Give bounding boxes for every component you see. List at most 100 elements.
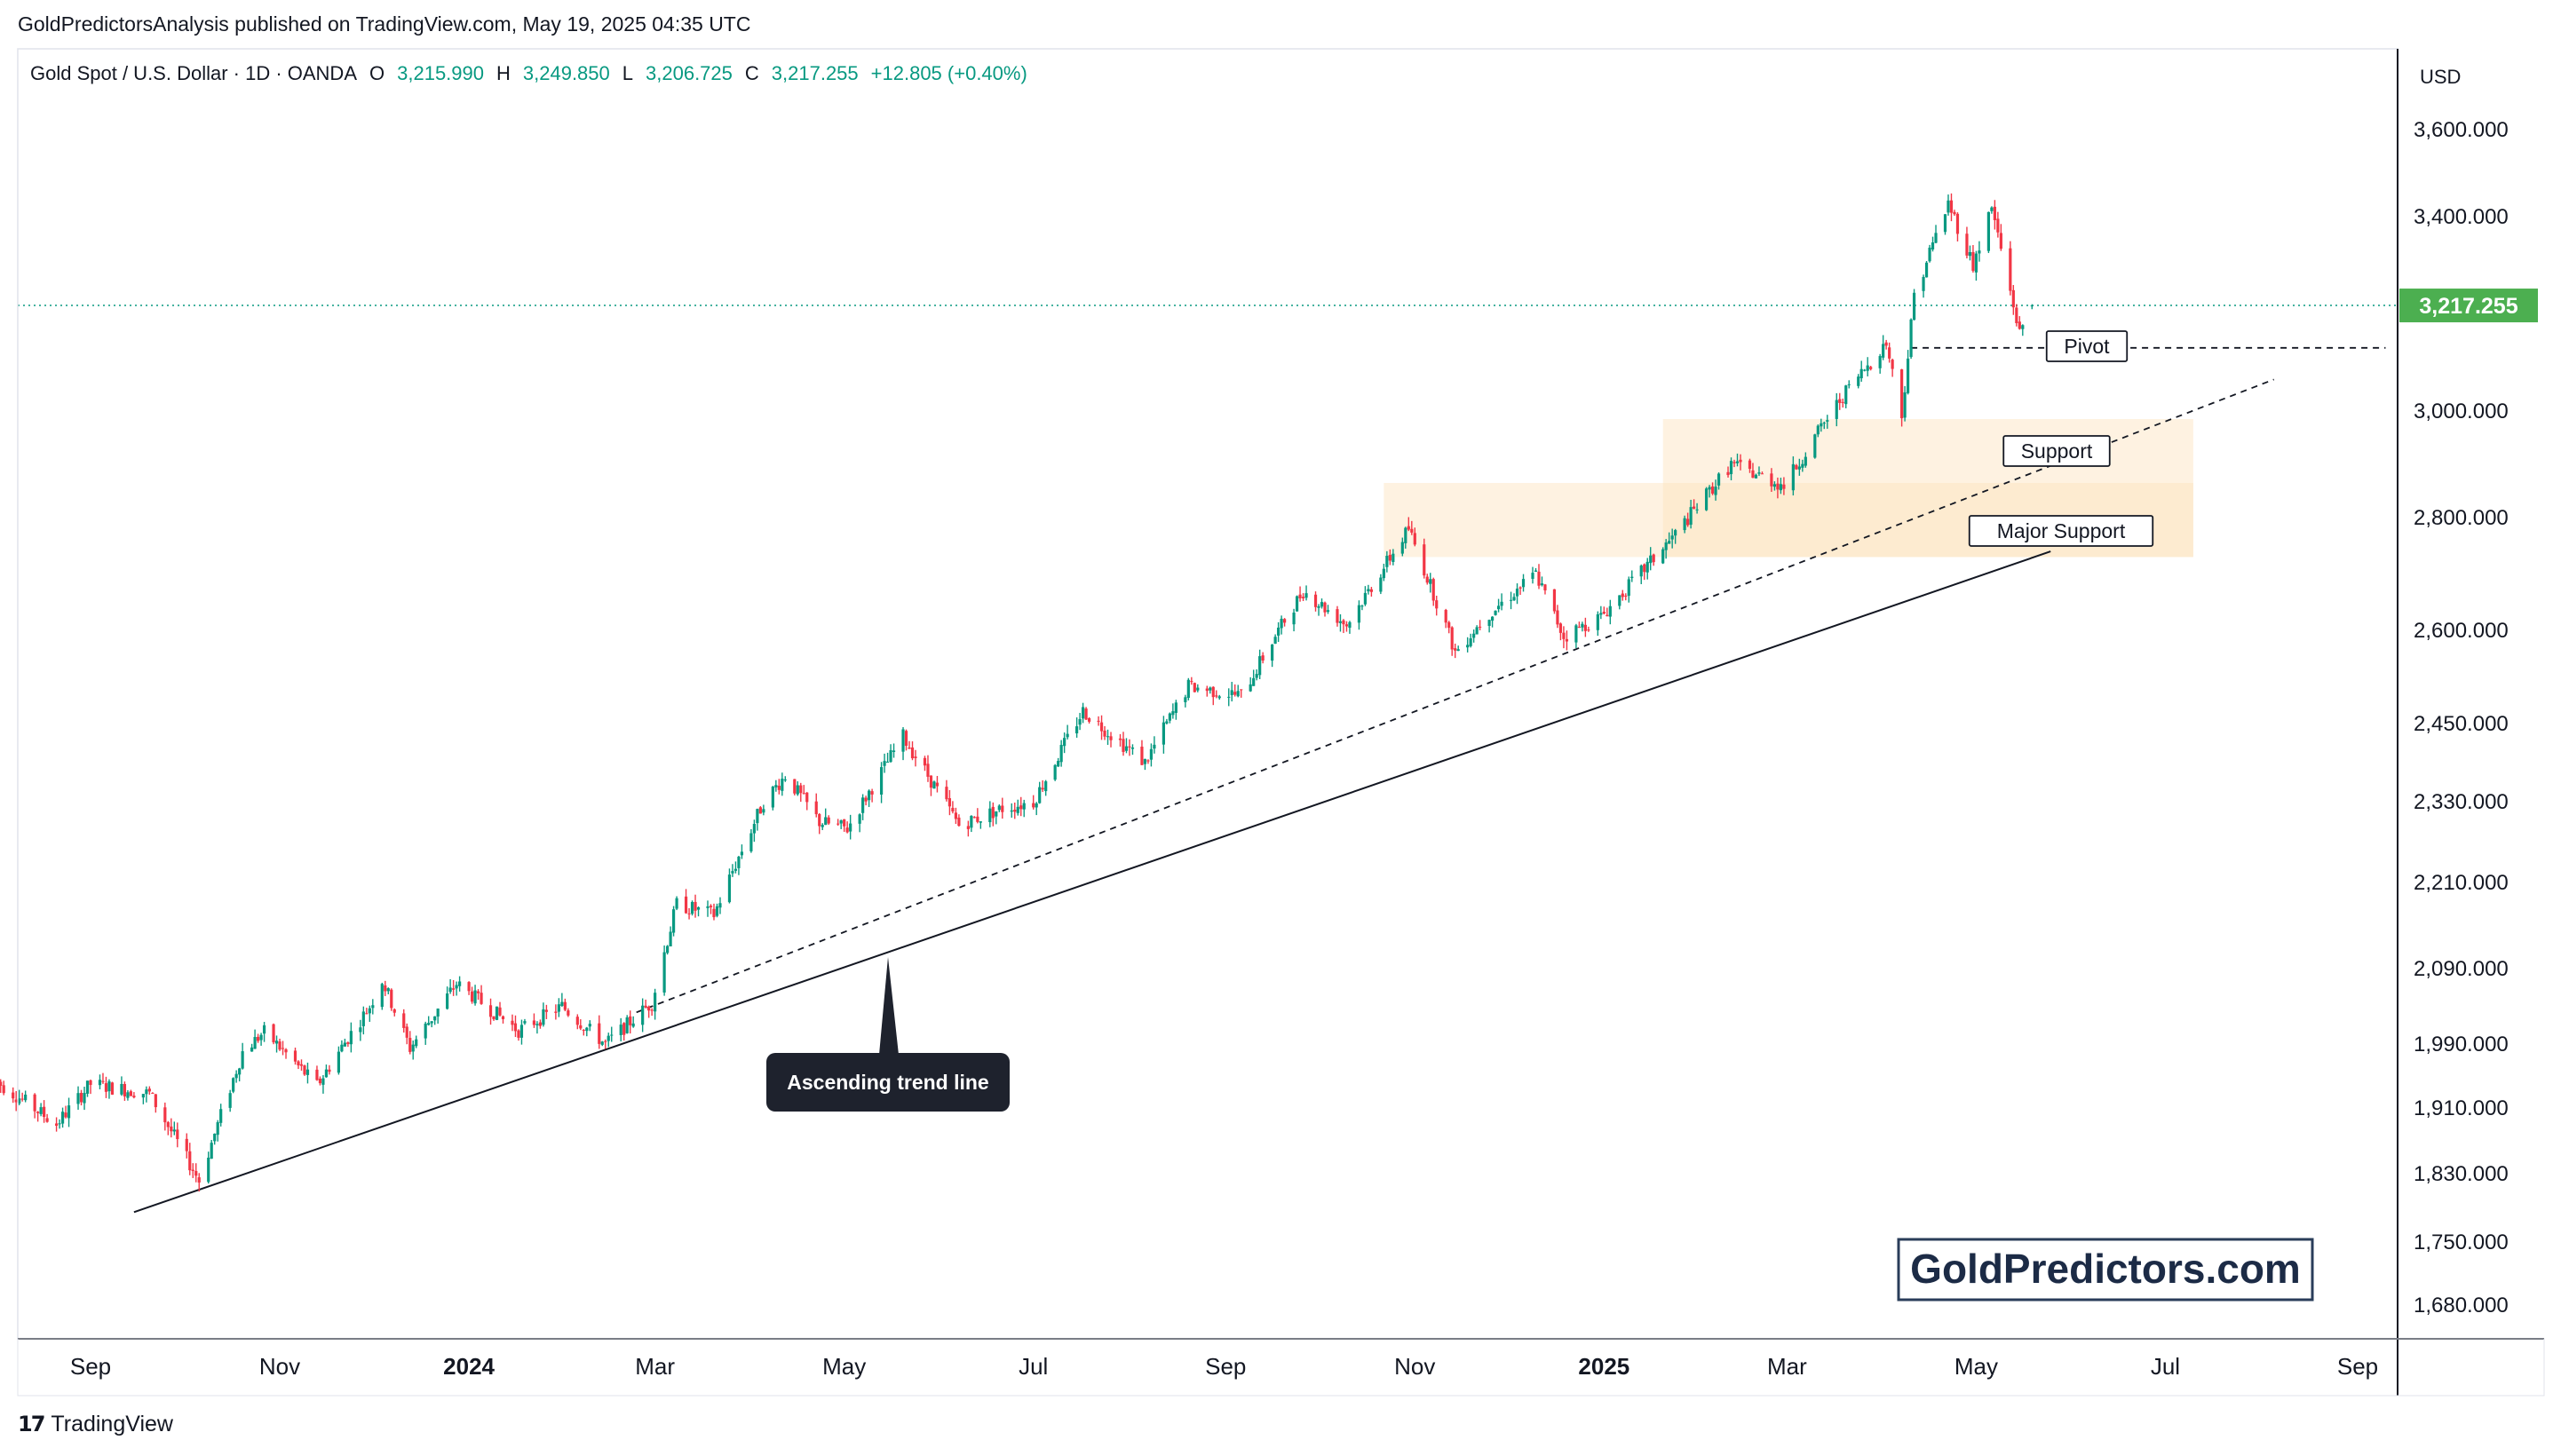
candle	[1435, 595, 1439, 616]
candle-body	[1149, 748, 1154, 760]
candle-body	[1531, 573, 1534, 579]
candle	[129, 1089, 133, 1096]
candle-body	[107, 1081, 111, 1092]
candle	[1317, 604, 1320, 616]
candle-body	[1953, 211, 1956, 215]
candle-body	[346, 1042, 350, 1044]
candle	[1382, 563, 1385, 582]
candle	[1760, 471, 1764, 475]
candle-body	[995, 811, 998, 817]
candle	[1599, 605, 1603, 620]
candle-body	[1450, 627, 1454, 650]
candle	[18, 1089, 21, 1105]
candle	[392, 1008, 396, 1017]
candle-body	[433, 1016, 437, 1021]
candle	[1252, 669, 1256, 686]
candle-body	[1686, 518, 1690, 526]
candle-body	[1087, 717, 1091, 722]
candle	[845, 821, 849, 834]
candle	[1649, 547, 1653, 571]
candle	[1469, 633, 1472, 648]
candle-body	[563, 1001, 567, 1010]
candle-body	[752, 824, 756, 834]
candle	[274, 1035, 279, 1053]
candle-body	[324, 1069, 329, 1078]
candle	[1233, 684, 1237, 697]
candle	[166, 1120, 170, 1136]
candle	[151, 1092, 155, 1095]
candle	[1367, 584, 1370, 595]
x-tick-label: Sep	[70, 1353, 111, 1380]
ohlc-high: H 3,249.850	[496, 62, 610, 84]
candle-body	[932, 781, 936, 789]
candle	[554, 1004, 558, 1020]
candle-body	[1326, 610, 1330, 613]
candle	[1537, 564, 1541, 590]
candle	[870, 788, 874, 803]
candle	[1515, 583, 1519, 605]
candle	[1153, 736, 1156, 754]
candle-body	[1233, 692, 1237, 695]
y-tick-label: 3,000.000	[2414, 400, 2509, 423]
candle-body	[709, 906, 713, 907]
candle-body	[1211, 686, 1215, 698]
candle-body	[328, 1069, 331, 1072]
candle	[805, 792, 809, 811]
candle-body	[79, 1092, 83, 1103]
candle-body	[870, 791, 874, 795]
candle-body	[1512, 597, 1516, 601]
candle	[411, 1041, 415, 1060]
candle	[696, 906, 701, 917]
candle	[684, 889, 688, 914]
candle	[1596, 611, 1599, 637]
candle-body	[1912, 292, 1916, 320]
candle-body	[923, 757, 927, 766]
major-support-label: Major Support	[1968, 515, 2154, 547]
candle-body	[954, 812, 958, 819]
candle-body	[544, 1009, 548, 1012]
candle-body	[343, 1042, 346, 1047]
dashed-trend-line	[636, 378, 2275, 1014]
candle-body	[24, 1094, 28, 1101]
candle	[1974, 250, 1978, 281]
candle-body	[470, 991, 474, 1002]
candle-body	[1425, 576, 1429, 583]
candle	[318, 1076, 322, 1086]
callout-text: Ascending trend line	[787, 1071, 988, 1094]
symbol-name[interactable]: Gold Spot / U.S. Dollar · 1D · OANDA	[30, 62, 357, 84]
candle-body	[361, 1011, 365, 1026]
candle	[1035, 802, 1038, 816]
candle-body	[799, 785, 803, 794]
candle-body	[843, 819, 846, 827]
candle-body	[1652, 554, 1655, 563]
candle	[1342, 619, 1345, 634]
candle-body	[979, 821, 982, 823]
candle	[1577, 621, 1581, 629]
candle	[1912, 289, 1916, 320]
candle	[1301, 593, 1305, 601]
candle	[1931, 236, 1935, 252]
candle	[433, 1016, 437, 1025]
candle	[945, 779, 948, 802]
candle	[337, 1046, 340, 1075]
candle	[1230, 682, 1233, 702]
candle	[1001, 797, 1004, 819]
candle-body	[54, 1123, 59, 1127]
symbol-legend[interactable]: Gold Spot / U.S. Dollar · 1D · OANDA O 3,2…	[30, 62, 1040, 85]
candle-body	[517, 1030, 520, 1038]
candle-body	[1838, 399, 1842, 403]
candle-body	[1454, 648, 1457, 651]
candle	[970, 815, 973, 833]
candle-body	[1791, 463, 1795, 491]
candle	[1162, 716, 1165, 754]
candle-body	[228, 1093, 232, 1108]
footer-brand[interactable]: 𝟭𝟳 TradingView	[18, 1412, 173, 1437]
candle-body	[1171, 711, 1175, 716]
candle-body	[864, 797, 868, 802]
candle	[519, 1019, 524, 1045]
candle-body	[58, 1123, 61, 1125]
candle	[604, 1039, 607, 1049]
y-tick-label: 1,750.000	[2414, 1230, 2509, 1254]
candle	[966, 820, 970, 837]
